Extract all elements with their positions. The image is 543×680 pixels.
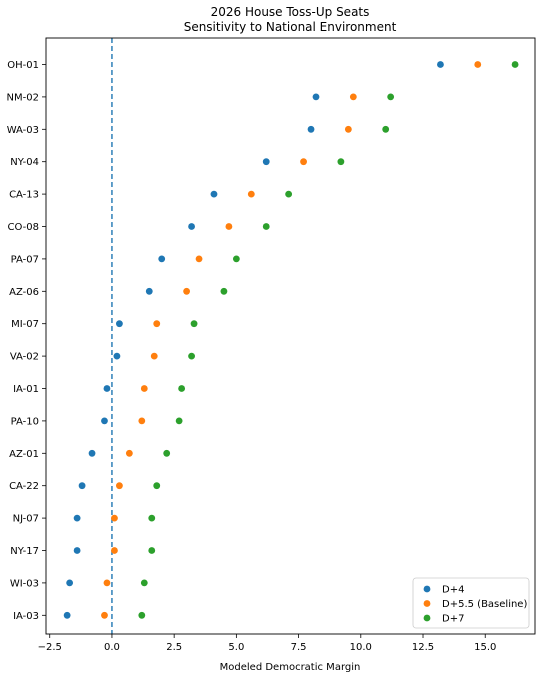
data-point (188, 352, 195, 360)
legend-label: D+7 (442, 614, 464, 625)
data-point (178, 385, 186, 392)
x-tick-label: 7.5 (291, 642, 307, 653)
data-point (220, 287, 228, 295)
y-tick-label: CO-08 (8, 222, 39, 233)
data-point (63, 611, 71, 619)
data-point (307, 125, 315, 133)
y-tick-label: NY-04 (10, 157, 39, 168)
data-point (66, 579, 74, 587)
y-tick-label: WA-03 (7, 125, 39, 136)
data-point (145, 287, 153, 295)
data-point (103, 579, 111, 587)
data-point (158, 255, 166, 263)
data-point (300, 158, 307, 166)
data-point (113, 352, 121, 360)
data-point (382, 125, 390, 133)
data-point (175, 417, 183, 425)
y-tick-label: PA-07 (11, 254, 39, 265)
data-point (190, 320, 198, 328)
data-point (183, 287, 191, 295)
data-point (116, 320, 123, 328)
plot-area: OH-01 NM-02 WA-03 NY-04 CA-13 CO-08 PA-07 AZ-06… (7, 37, 536, 653)
y-tick-label: WI-03 (10, 578, 39, 589)
data-point (140, 385, 148, 392)
data-point (337, 158, 345, 166)
y-tick-label: VA-02 (10, 352, 39, 363)
y-tick-label: OH-01 (7, 60, 39, 71)
y-tick-label: CA-13 (9, 190, 39, 201)
legend-marker (423, 600, 431, 607)
data-point (103, 385, 111, 392)
plot-frame (45, 37, 536, 635)
y-tick-label: NY-17 (10, 546, 39, 557)
data-point (437, 61, 444, 68)
data-point (188, 223, 195, 230)
data-point (195, 255, 203, 263)
data-point (232, 255, 240, 263)
x-tick-label: 2.5 (166, 642, 182, 653)
x-tick-label: 5.0 (228, 642, 244, 653)
chart-subtitle: Sensitivity to National Environment (184, 20, 397, 34)
data-point (262, 158, 270, 166)
y-tick-label: IA-01 (13, 384, 39, 395)
data-point (138, 417, 146, 425)
data-point (387, 93, 395, 101)
y-tick-label: MI-07 (11, 319, 39, 330)
data-point (101, 611, 108, 619)
y-tick-label: PA-10 (11, 416, 39, 427)
x-tick-label: 12.5 (412, 642, 434, 653)
data-point (150, 352, 158, 360)
legend: D+4 D+5.5 (Baseline) D+7 (412, 577, 530, 629)
data-point (78, 482, 86, 490)
y-tick-label: NJ-07 (13, 514, 39, 525)
x-tick-label: 15.0 (474, 642, 496, 653)
legend-label: D+4 (442, 585, 464, 596)
data-point (88, 449, 96, 457)
data-point (225, 223, 233, 230)
x-axis-label: Modeled Democratic Margin (220, 662, 361, 673)
y-tick-label: AZ-01 (9, 449, 39, 460)
data-point (73, 547, 81, 554)
chart-title: 2026 House Toss-Up Seats (211, 5, 370, 19)
y-tick-label: AZ-06 (9, 287, 39, 298)
data-point (344, 125, 352, 133)
data-point (73, 514, 81, 522)
legend-label: D+5.5 (Baseline) (442, 599, 527, 610)
x-tick-label: −2.5 (38, 642, 62, 653)
y-tick-label: CA-22 (9, 481, 39, 492)
data-point (148, 547, 156, 554)
data-point (138, 611, 146, 619)
data-point (312, 93, 320, 101)
data-point (111, 547, 118, 554)
data-point (101, 417, 108, 425)
data-point (111, 514, 118, 522)
legend-marker (423, 585, 431, 593)
data-point (349, 93, 357, 101)
data-point (247, 190, 255, 198)
data-point (210, 190, 218, 198)
data-point (511, 61, 519, 68)
data-point (262, 223, 270, 230)
data-point (116, 482, 123, 490)
data-point (140, 579, 148, 587)
x-tick-label: 0.0 (104, 642, 120, 653)
data-point (163, 449, 171, 457)
data-point (125, 449, 133, 457)
data-point (153, 482, 161, 490)
y-tick-label: IA-03 (13, 611, 39, 622)
data-point (285, 190, 293, 198)
y-tick-label: NM-02 (7, 92, 39, 103)
legend-frame (412, 577, 530, 629)
data-point (148, 514, 156, 522)
data-point (474, 61, 482, 68)
data-point (153, 320, 161, 328)
legend-marker (423, 614, 431, 622)
x-tick-label: 10.0 (350, 642, 372, 653)
